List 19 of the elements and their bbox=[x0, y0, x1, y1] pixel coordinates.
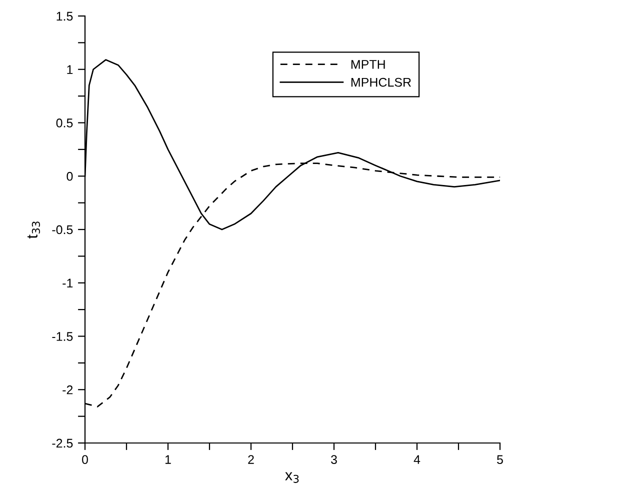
x-tick-label: 5 bbox=[497, 455, 503, 464]
y-tick-label: 0.5 bbox=[56, 118, 73, 128]
y-axis-title: t$_{33}$ bbox=[27, 222, 40, 239]
x-tick-label: 1 bbox=[165, 455, 171, 464]
y-tick-label: -2 bbox=[62, 385, 73, 394]
x-axis-title: x$_{3}$ bbox=[285, 472, 299, 483]
x-tick-label: 2 bbox=[248, 455, 254, 464]
y-tick-label: 0 bbox=[66, 172, 73, 181]
y-tick-label: -1.5 bbox=[52, 332, 73, 341]
y-tick-label: -0.5 bbox=[52, 225, 73, 234]
x-tick-label: 0 bbox=[82, 455, 88, 464]
y-tick-label: -1 bbox=[62, 278, 73, 288]
x-tick-label: 4 bbox=[414, 455, 420, 464]
y-tick-label: 1 bbox=[67, 65, 73, 74]
legend-label: MPHCLSR bbox=[351, 78, 411, 87]
legend-label: MPTH bbox=[351, 60, 385, 69]
y-tick-label: -2.5 bbox=[52, 438, 73, 448]
y-tick-label: 1.5 bbox=[56, 12, 73, 21]
x-tick-label: 3 bbox=[331, 455, 337, 464]
